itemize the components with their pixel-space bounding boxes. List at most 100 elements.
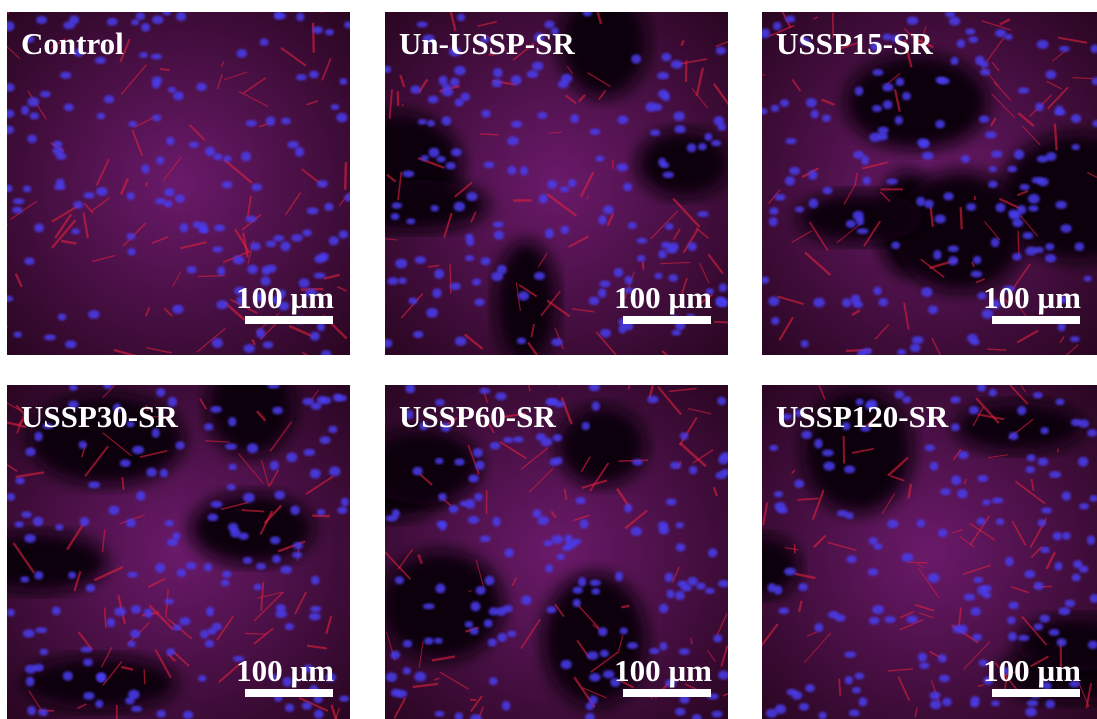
nucleus [34,223,44,232]
nucleus [617,115,628,124]
nucleus [698,143,707,150]
panel-label: Control [21,26,124,61]
nucleus [423,603,435,609]
fiber [450,264,451,293]
nucleus [561,74,572,84]
nucleus [718,580,730,588]
nucleus [771,105,779,113]
nucleus [163,9,171,15]
nucleus [303,449,315,456]
nucleus [131,706,142,712]
nucleus [789,167,800,175]
nucleus [930,462,939,471]
nucleus [451,148,462,156]
nucleus [527,70,539,78]
nucleus [395,259,407,269]
nucleus [246,120,257,127]
nucleus [680,432,689,440]
nucleus [957,489,968,498]
nucleus [662,93,670,101]
nucleus [869,617,880,625]
nucleus [717,397,726,405]
nucleus [14,331,22,337]
nucleus [636,238,647,244]
nucleus [435,583,445,593]
nucleus [256,563,266,570]
nucleus [971,271,983,278]
nucleus [958,451,969,459]
nucleus [1065,600,1076,608]
nucleus [193,221,201,228]
nucleus [598,627,607,636]
nucleus [628,222,637,229]
nucleus [108,506,119,515]
fiber [1058,449,1059,453]
nucleus [769,217,778,226]
nucleus [687,143,697,152]
nucleus [229,464,237,471]
nucleus [173,91,184,100]
nucleus [995,203,1005,212]
nucleus [895,116,903,125]
nucleus [844,465,855,473]
nucleus [714,116,725,126]
nucleus [381,339,392,348]
nucleus [970,339,979,345]
nucleus [704,133,712,141]
nucleus [187,266,197,274]
nucleus [491,272,503,281]
nucleus [302,702,312,710]
nucleus [590,580,601,587]
nucleus [268,383,280,389]
nucleus [549,458,558,466]
nucleus [785,15,795,22]
nucleus [479,388,490,394]
nucleus [88,481,100,488]
nucleus [228,417,236,426]
nucleus [120,459,131,467]
nucleus [468,516,479,524]
nucleus [156,156,164,164]
nucleus [410,85,421,94]
fiber [3,0,8,14]
nucleus [38,709,48,716]
nucleus [572,538,581,544]
nucleus [492,79,502,88]
nucleus [769,207,778,215]
nucleus [214,224,225,231]
nucleus [468,474,478,482]
nucleus [961,155,970,163]
nucleus [624,504,632,513]
nucleus [167,539,178,547]
nucleus [603,205,614,214]
nucleus [687,577,697,586]
fiber [987,349,1006,350]
nucleus [532,509,541,518]
nucleus [576,497,586,504]
nucleus [518,291,529,300]
nucleus [213,153,222,160]
fiber [549,132,562,133]
nucleus [650,129,660,136]
nucleus [280,566,292,574]
nucleus [52,147,63,156]
nucleus [285,623,294,630]
nucleus [36,16,47,24]
nucleus [938,654,947,663]
nucleus [337,507,347,514]
nucleus [977,383,986,392]
nucleus [296,74,307,81]
nucleus [983,592,992,599]
nucleus [177,569,187,577]
nucleus [1054,562,1062,571]
scale-label: 100 µm [614,280,712,315]
nucleus [281,117,291,124]
nucleus [426,308,438,318]
fiber [313,23,314,53]
nucleus [1045,254,1056,262]
nucleus [822,449,834,456]
nucleus [806,98,817,108]
scale-bar [992,316,1080,324]
nucleus [484,161,495,168]
nucleus [465,255,474,261]
